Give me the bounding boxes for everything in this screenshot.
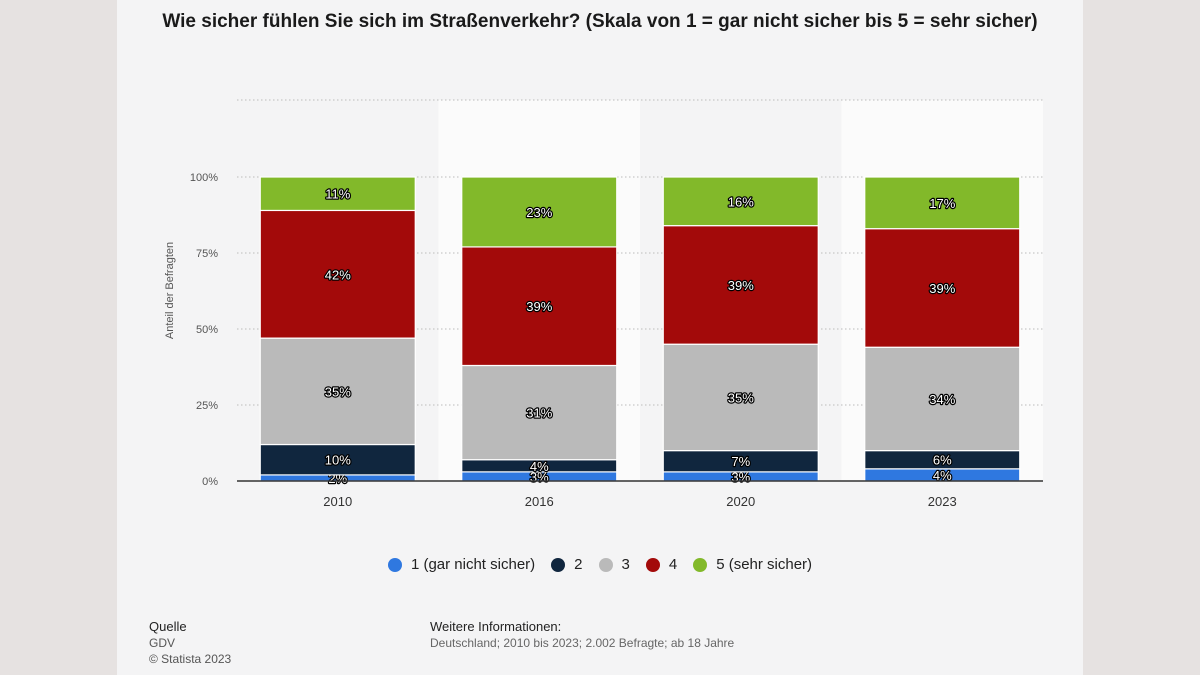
data-label: 39% [526,299,552,314]
legend-item[interactable]: 1 (gar nicht sicher) [387,556,536,573]
data-label: 35% [728,390,754,405]
data-label: 39% [728,278,754,293]
source-heading: Quelle [149,619,187,634]
legend-item[interactable]: 5 (sehr sicher) [693,556,812,573]
y-tick-label: 25% [196,400,218,412]
stacked-bar-chart: 0%25%50%75%100%Anteil der Befragten2%10%… [164,99,1043,509]
data-label: 10% [325,453,351,468]
legend-dot [551,557,566,572]
bar-segment [259,176,416,212]
x-tick-label: 2016 [525,494,554,509]
data-label: 31% [526,406,552,421]
legend-item[interactable]: 3 [598,556,630,573]
legend-label: 2 [574,556,583,573]
bar-segment [662,343,819,452]
info-block: Weitere Informationen: Deutschland; 2010… [430,619,734,651]
data-label: 11% [325,187,350,202]
legend-dot [693,557,708,572]
info-heading[interactable]: Weitere Informationen: [430,619,562,634]
data-label: 7% [731,454,750,469]
source-name[interactable]: GDV [149,636,176,650]
legend-label: 5 (sehr sicher) [716,556,813,573]
legend-item[interactable]: 4 [645,556,678,573]
source-block: Quelle GDV © Statista 2023 [149,619,231,667]
y-axis-label: Anteil der Befragten [164,242,176,339]
bar-segment [662,176,819,227]
legend-item[interactable]: 2 [551,556,583,573]
y-tick-label: 0% [202,476,218,488]
chart-title: Wie sicher fühlen Sie sich im Straßenver… [162,11,1038,32]
bar-segment [864,176,1021,230]
data-label: 16% [728,194,754,209]
x-tick-label: 2010 [323,494,352,509]
x-tick-label: 2023 [928,494,957,509]
bar-segment [864,346,1021,452]
data-label: 6% [933,453,952,468]
legend-dot [598,557,613,572]
legend-label: 3 [621,556,630,573]
data-label: 39% [929,281,955,296]
x-tick-label: 2020 [726,494,755,509]
data-label: 23% [526,205,552,220]
data-label: 35% [325,384,351,399]
chart-legend: 1 (gar nicht sicher) 2 3 4 5 (sehr sicher) [0,556,1200,573]
legend-dot [387,557,402,572]
bar-segment [259,443,416,476]
data-label: 17% [929,196,955,211]
y-tick-label: 50% [196,324,218,336]
y-tick-label: 100% [190,172,218,184]
y-tick-label: 75% [196,248,218,260]
bar-segment [461,176,618,248]
legend-dot [645,557,660,572]
bar-segment [461,246,618,367]
bar-segment [864,228,1021,348]
data-label: 4% [933,468,952,483]
data-label: 4% [530,459,549,474]
data-label: 34% [929,392,955,407]
copyright: © Statista 2023 [149,652,232,666]
data-label: 42% [325,267,351,282]
legend-label: 4 [668,556,678,573]
bar-segment [259,209,416,339]
legend-label: 1 (gar nicht sicher) [410,556,536,573]
bar-segment [259,337,416,446]
info-text: Deutschland; 2010 bis 2023; 2.002 Befrag… [430,636,735,650]
